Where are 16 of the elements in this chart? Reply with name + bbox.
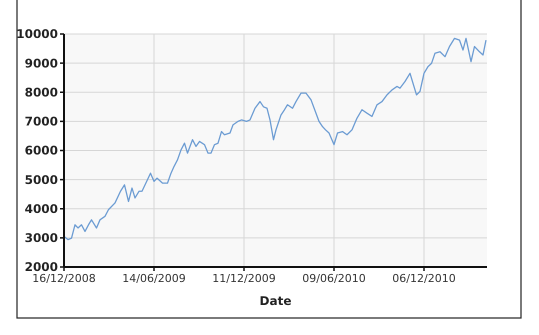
y-tick-label: 9000 — [24, 56, 58, 70]
y-tick-label: 7000 — [24, 114, 58, 129]
x-tick-label: 14/06/2009 — [122, 272, 186, 285]
y-tick-label: 2000 — [24, 260, 58, 274]
y-tick-label: 10000 — [16, 27, 58, 42]
x-axis-title: Date — [260, 294, 292, 308]
x-tick-label: 06/12/2010 — [392, 272, 456, 285]
y-tick-label: 4000 — [24, 202, 58, 216]
line-series — [63, 38, 487, 240]
x-tick-label: 11/12/2009 — [212, 272, 276, 285]
x-tick-label: 09/06/2010 — [302, 272, 366, 285]
y-tick-label: 5000 — [24, 172, 58, 187]
y-tick-label: 6000 — [24, 144, 58, 158]
y-tick-label: 8000 — [24, 85, 58, 100]
y-tick-label: 3000 — [24, 231, 58, 246]
x-tick-label: 16/12/2008 — [32, 272, 96, 285]
